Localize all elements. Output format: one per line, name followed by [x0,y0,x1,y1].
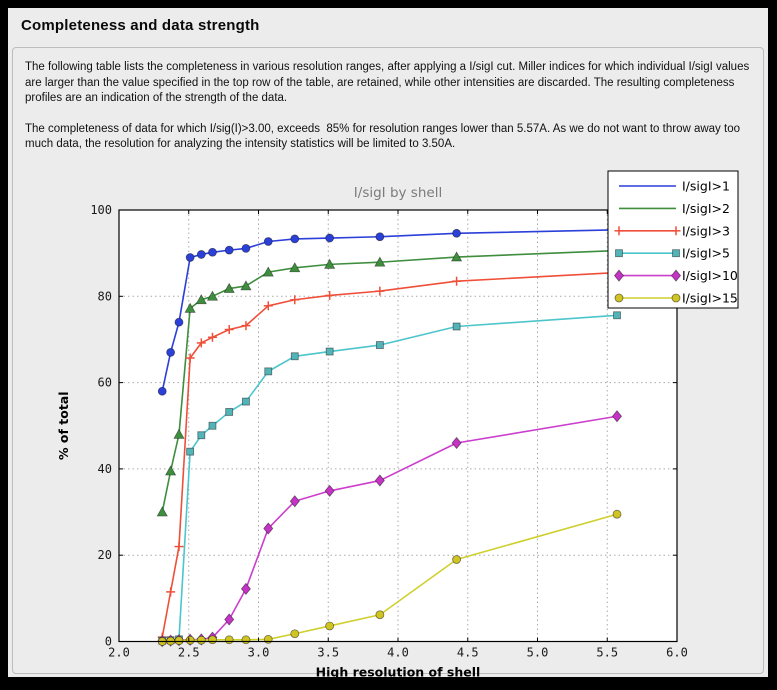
chart-legend: I/sigI>1 I/sigI>2 I/sigI>3 I/sigI>5 I/sigI>1… [607,170,739,309]
svg-text:5.0: 5.0 [527,646,549,660]
content-panel: The following table lists the completene… [12,47,764,677]
legend-label: I/sigI>3 [682,223,730,238]
legend-item-i-sigi-1: I/sigI>1 [619,179,730,194]
tick-labels: 2.0 2.5 3.0 3.5 4.0 4.5 5.0 5.5 6.0 0 20 40 60 80 100 [90,203,688,660]
page-title: Completeness and data strength [21,17,260,34]
svg-text:100: 100 [90,203,112,217]
legend-label: I/sigI>15 [682,291,738,306]
completeness-chart: 2.0 2.5 3.0 3.5 4.0 4.5 5.0 5.5 6.0 0 20 40 60 80 100 I… [56,170,739,678]
completeness-chart-figure: 2.0 2.5 3.0 3.5 4.0 4.5 5.0 5.5 6.0 0 20 40 60 80 100 I… [36,159,751,677]
svg-text:80: 80 [98,289,112,303]
chart-title: I/sigI by shell [354,185,442,201]
plot-area [119,210,677,642]
svg-text:4.0: 4.0 [387,646,409,660]
legend-label: I/sigI>2 [682,201,730,216]
svg-text:2.5: 2.5 [178,646,200,660]
svg-text:0: 0 [105,635,112,649]
report-page: Completeness and data strength The follo… [8,8,768,677]
axes-border [118,209,678,643]
y-axis-label: % of total [56,391,71,460]
svg-text:3.5: 3.5 [317,646,339,660]
svg-text:4.5: 4.5 [457,646,479,660]
legend-label: I/sigI>1 [682,179,730,194]
legend-label: I/sigI>5 [682,246,730,261]
legend-item-i-sigi-15: I/sigI>15 [614,291,738,306]
conclusion-paragraph: The completeness of data for which I/sig… [25,122,744,151]
svg-text:3.0: 3.0 [248,646,270,660]
svg-text:40: 40 [98,462,112,476]
legend-item-i-sigi-3: I/sigI>3 [614,223,730,238]
legend-item-i-sigi-5: I/sigI>5 [615,246,730,261]
legend-item-i-sigi-2: I/sigI>2 [619,201,730,216]
svg-text:2.0: 2.0 [108,646,130,660]
svg-text:60: 60 [98,376,112,390]
description-paragraph: The following table lists the completene… [25,61,753,104]
svg-text:5.5: 5.5 [596,646,618,660]
gridlines [119,210,677,642]
legend-item-i-sigi-10: I/sigI>10 [613,268,738,283]
x-axis-label: High resolution of shell [316,665,481,678]
series-i-sigi-1 [157,225,622,396]
svg-text:20: 20 [98,548,112,562]
svg-text:6.0: 6.0 [666,646,688,660]
legend-label: I/sigI>10 [682,268,738,283]
